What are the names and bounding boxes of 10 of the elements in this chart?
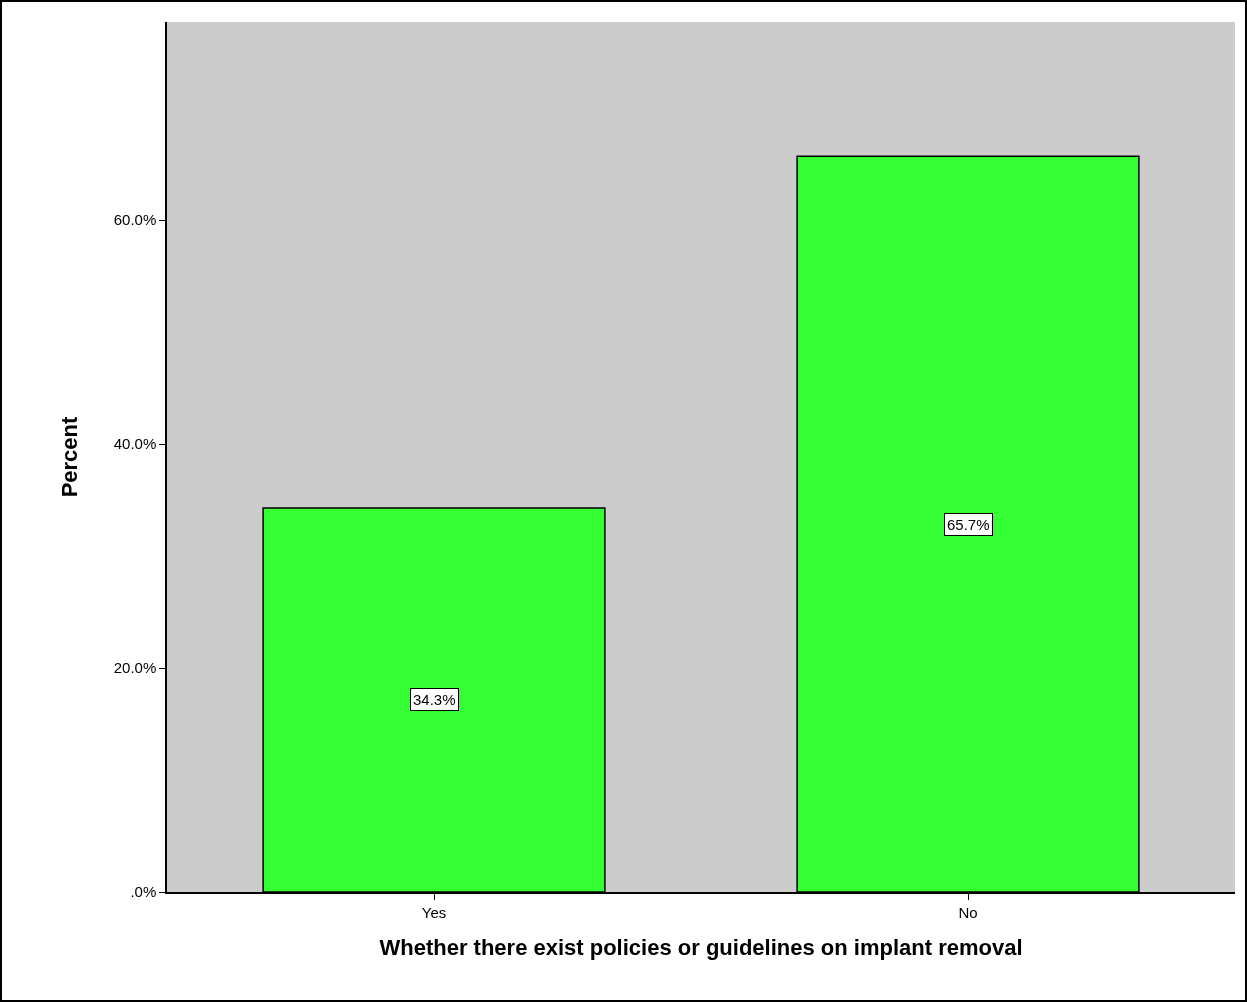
x-axis-title: Whether there exist policies or guidelines on implant removal [379, 935, 1023, 961]
data-label: 34.3% [413, 691, 456, 708]
y-axis-title: Percent [57, 415, 82, 498]
data-label: 65.7% [947, 516, 990, 533]
y-tick-label: 40.0% [113, 435, 157, 453]
x-tick-label: No [958, 903, 978, 921]
y-tick-label: .0% [130, 883, 157, 901]
y-tick-label: 60.0% [113, 211, 157, 229]
x-tick-label: Yes [421, 903, 447, 921]
y-tick-label: 20.0% [113, 659, 157, 677]
